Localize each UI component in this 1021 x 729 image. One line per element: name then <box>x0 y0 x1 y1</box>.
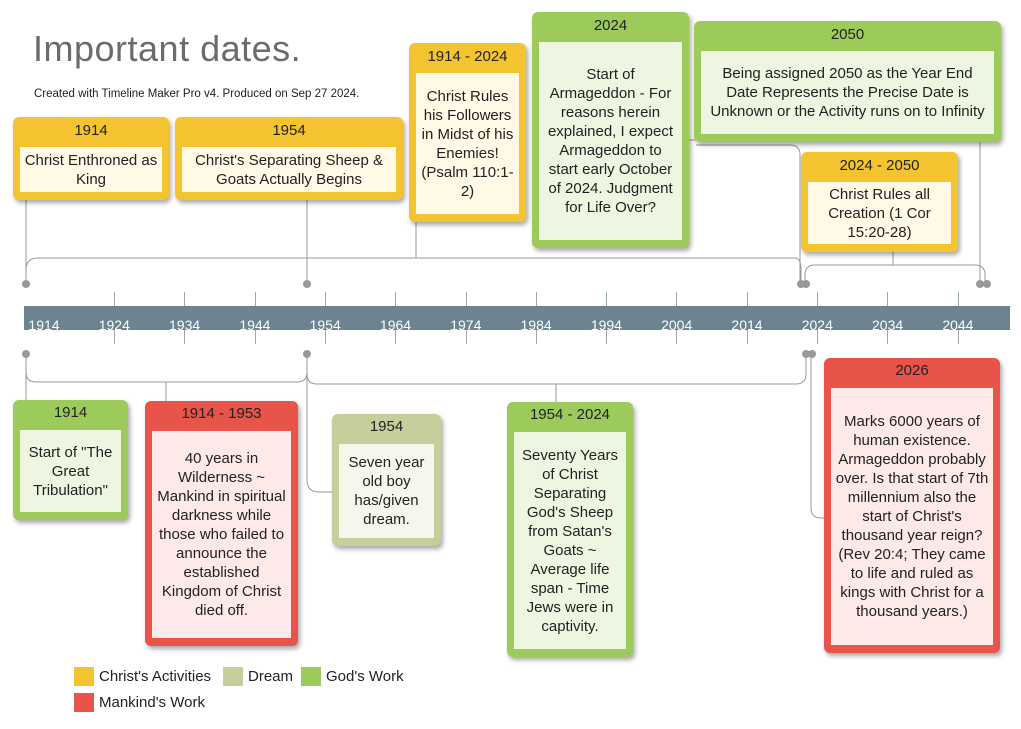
axis-tick-label: 2024 <box>801 317 833 333</box>
axis-tick-label: 2004 <box>661 317 693 333</box>
event-text: Start of Armageddon - For reasons herein… <box>539 42 682 240</box>
axis-tick-label: 2044 <box>942 317 974 333</box>
event-card-1914-1953-wilderness: 1914 - 1953 40 years in Wilderness ~ Man… <box>145 401 298 646</box>
event-card-2026-6000-years: 2026 Marks 6000 years of human existence… <box>824 358 1000 653</box>
axis-tick-label: 1954 <box>309 317 341 333</box>
axis-tick-mark <box>957 330 959 344</box>
axis-tick-mark <box>395 292 397 306</box>
event-date: 2024 <box>593 17 628 34</box>
axis-tick-mark <box>184 330 186 344</box>
event-date: 1914 <box>53 404 88 421</box>
axis-tick-mark <box>746 330 748 344</box>
legend-label: God's Work <box>326 668 404 685</box>
event-card-2050-note: 2050 Being assigned 2050 as the Year End… <box>694 21 1001 142</box>
event-card-1914-2024-rules: 1914 - 2024 Christ Rules his Followers i… <box>409 43 526 222</box>
event-card-1954-dream: 1954 Seven year old boy has/given dream. <box>332 414 441 546</box>
page-title: Important dates. <box>33 28 302 69</box>
axis-tick-mark <box>535 292 537 306</box>
legend-swatch <box>74 693 94 712</box>
axis-tick-mark <box>606 330 608 344</box>
event-text: 40 years in Wilderness ~ Mankind in spir… <box>152 431 291 638</box>
event-card-2024-armageddon: 2024 Start of Armageddon - For reasons h… <box>532 12 689 248</box>
axis-tick-mark <box>535 330 537 344</box>
event-text: Christ Enthroned as King <box>20 147 162 192</box>
axis-tick-mark <box>676 330 678 344</box>
axis-tick-mark <box>114 330 115 344</box>
legend-swatch <box>74 667 94 686</box>
event-date: 1914 <box>74 122 108 139</box>
axis-tick-mark <box>324 330 326 344</box>
axis-tick-mark <box>254 292 256 306</box>
axis-tick-label: 1974 <box>450 317 482 333</box>
axis-tick-label: 1964 <box>379 317 412 333</box>
legend-item-christs-activities: Christ's Activities <box>74 667 211 686</box>
axis-tick-mark <box>957 292 959 306</box>
event-text: Christ Rules his Followers in Midst of h… <box>416 73 519 214</box>
event-card-2024-2050-creation: 2024 - 2050 Christ Rules all Creation (1… <box>801 152 958 252</box>
axis-tick-mark <box>606 292 608 306</box>
legend-swatch <box>223 667 243 686</box>
event-date: 1954 <box>369 418 404 435</box>
legend-label: Dream <box>248 668 294 685</box>
event-card-1914-tribulation: 1914 Start of "The Great Tribulation" <box>13 400 128 520</box>
axis-tick-label: 1914 <box>28 317 60 333</box>
legend-label: Christ's Activities <box>99 668 212 685</box>
axis-tick-label: 1944 <box>239 317 271 333</box>
page-subtitle: Created with Timeline Maker Pro v4. Prod… <box>34 88 360 100</box>
event-date: 1954 <box>272 122 306 139</box>
event-text: Being assigned 2050 as the Year End Date… <box>701 51 994 134</box>
event-text: Start of "The Great Tribulation" <box>20 430 121 512</box>
event-text: Christ Rules all Creation (1 Cor 15:20-2… <box>808 182 951 244</box>
event-date: 2024 - 2050 <box>839 157 920 174</box>
axis-tick-mark <box>817 330 818 344</box>
legend-item-mankinds-work: Mankind's Work <box>74 693 205 712</box>
axis-tick-mark <box>465 330 467 344</box>
axis-tick-mark <box>254 330 256 344</box>
axis-tick-label: 2014 <box>731 317 763 333</box>
axis-tick-mark <box>465 292 467 306</box>
timeline-axis <box>24 306 1010 330</box>
event-date: 2026 <box>895 362 929 379</box>
axis-tick-mark <box>676 292 678 306</box>
legend-item-dream: Dream <box>223 667 293 686</box>
axis-tick-mark <box>817 292 818 306</box>
event-date: 1914 - 2024 <box>427 48 508 65</box>
axis-tick-mark <box>184 292 186 306</box>
event-card-1914-enthroned: 1914 Christ Enthroned as King <box>13 117 169 200</box>
axis-tick-mark <box>324 292 326 306</box>
axis-tick-mark <box>887 292 889 306</box>
axis-tick-label: 2034 <box>872 317 904 333</box>
axis-tick-mark <box>887 330 889 344</box>
axis-tick-mark <box>395 330 397 344</box>
axis-tick-mark <box>746 292 748 306</box>
legend-swatch <box>301 667 321 686</box>
event-text: Seventy Years of Christ Separating God's… <box>514 432 626 649</box>
axis-tick-label: 1934 <box>169 317 201 333</box>
legend-item-gods-work: God's Work <box>301 667 404 686</box>
legend-label: Mankind's Work <box>99 694 205 711</box>
event-card-1954-2024-seventy-years: 1954 - 2024 Seventy Years of Christ Sepa… <box>507 402 633 657</box>
event-date: 2050 <box>830 26 865 43</box>
event-card-1954-separating: 1954 Christ's Separating Sheep & Goats A… <box>175 117 403 200</box>
axis-tick-label: 2054 <box>1012 317 1021 333</box>
event-date: 1914 - 1953 <box>181 405 262 422</box>
event-text: Seven year old boy has/given dream. <box>339 444 434 538</box>
axis-tick-label: 1984 <box>520 317 552 333</box>
event-text: Marks 6000 years of human existence. Arm… <box>831 388 993 645</box>
axis-tick-label: 1924 <box>98 317 130 333</box>
event-date: 1954 - 2024 <box>529 406 611 423</box>
event-text: Christ's Separating Sheep & Goats Actual… <box>182 147 396 192</box>
axis-tick-mark <box>114 292 115 306</box>
axis-tick-label: 1994 <box>590 317 622 333</box>
